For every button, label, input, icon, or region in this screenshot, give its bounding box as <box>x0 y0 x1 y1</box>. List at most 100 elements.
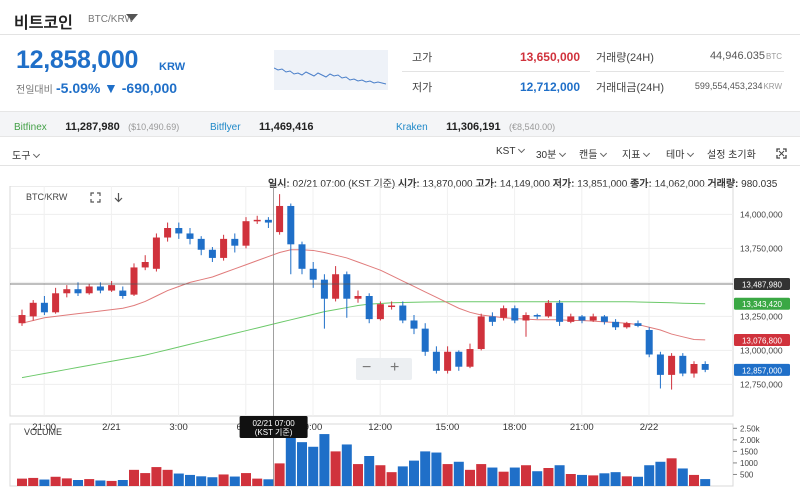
candle-body <box>108 285 116 291</box>
volume-bar <box>151 467 162 486</box>
zoom-controls: − + <box>356 358 412 380</box>
candle-body <box>388 305 396 308</box>
candle-body <box>287 205 295 245</box>
volume-bar <box>409 460 419 486</box>
volume-bar <box>308 446 319 486</box>
x-tick-label: 12:00 <box>368 422 392 433</box>
candle-body <box>141 262 149 268</box>
candle-body <box>332 274 340 299</box>
chevron-down-icon <box>687 149 695 158</box>
volume-bar <box>565 474 576 486</box>
volume-bar <box>364 456 375 486</box>
cursor-time-label: 02/21 07:00 <box>252 419 295 428</box>
volume-bar <box>509 467 520 486</box>
volume-bar <box>677 468 688 486</box>
candle-body <box>152 237 160 269</box>
volume-bar <box>700 479 711 486</box>
candle-body <box>612 321 620 328</box>
info-volume: 980.035 <box>741 179 778 190</box>
y-tick-label: 13,250,000 <box>740 311 783 321</box>
change-label: 전일대비 <box>16 85 53 96</box>
info-volume-label: 거래량: <box>707 179 739 190</box>
interval-label: 30분 <box>536 150 557 161</box>
volume-bar <box>599 473 610 486</box>
price-marker <box>734 333 790 346</box>
fullscreen-icon[interactable] <box>776 148 787 159</box>
volume-bar <box>140 473 151 486</box>
candle-body <box>399 305 407 321</box>
candle-body <box>634 323 642 326</box>
exchange-price: 11,469,416 <box>259 121 314 133</box>
volume-bar <box>397 466 408 486</box>
x-tick-label: 18:00 <box>503 422 527 433</box>
exchange-name: Bitflyer <box>210 122 241 133</box>
download-icon[interactable] <box>113 192 124 203</box>
price-unit: KRW <box>159 61 186 73</box>
volume-bar <box>330 451 341 486</box>
stats-divider <box>596 71 784 72</box>
timezone-menu[interactable]: KST <box>496 145 526 157</box>
volume-bar <box>84 479 95 486</box>
coin-title: 비트코인 <box>14 15 73 32</box>
amount-24h-value: 599,554,453,234KRW <box>660 81 782 91</box>
theme-menu[interactable]: 테마 <box>666 146 695 161</box>
interval-menu[interactable]: 30분 <box>536 146 567 161</box>
volume-bar <box>577 474 587 486</box>
candle-body <box>40 302 48 313</box>
ohlc-info-line: 일시: 02/21 07:00 (KST 기준) 시가: 13,870,000 … <box>268 175 777 190</box>
chart-type-menu[interactable]: 캔들 <box>579 146 608 161</box>
low-value: 12,712,000 <box>519 80 580 94</box>
candle-body <box>600 316 608 322</box>
exchange-bar: Bitfinex 11,287,980 ($10,490.69) Bitflye… <box>0 111 800 137</box>
info-high: 14,149,000 <box>499 179 550 190</box>
expand-icon[interactable] <box>90 192 101 203</box>
chevron-down-icon <box>33 150 41 159</box>
tools-menu[interactable]: 도구 <box>12 147 41 162</box>
y-tick-label: 12,750,000 <box>740 379 783 389</box>
candle-body <box>589 316 597 321</box>
volume-24h-unit: BTC <box>766 52 782 61</box>
exchange-bitfinex: Bitfinex 11,287,980 ($10,490.69) <box>14 117 179 135</box>
candle-body <box>421 328 429 352</box>
candle-body <box>701 364 709 370</box>
volume-label: VOLUME <box>24 427 62 437</box>
moving-average-long <box>21 301 706 379</box>
volume-tick-label: 2.00k <box>740 436 761 445</box>
volume-bar <box>263 479 274 486</box>
volume-bar <box>689 474 699 486</box>
volume-bar <box>498 471 509 486</box>
chevron-down-icon <box>643 149 651 158</box>
chevron-down-icon <box>559 149 567 158</box>
volume-bar <box>420 451 431 486</box>
info-time-label: 일시: <box>268 179 290 190</box>
candle-body <box>197 238 205 250</box>
indicator-menu[interactable]: 지표 <box>622 146 651 161</box>
price-marker-label: 13,343,420 <box>742 300 783 309</box>
exchange-bitflyer: Bitflyer 11,469,416 <box>210 117 313 135</box>
volume-bar <box>633 476 643 486</box>
candle-body <box>320 279 328 299</box>
chevron-down-icon <box>518 145 526 154</box>
candle-body <box>242 221 250 246</box>
x-tick-label: 2/22 <box>640 422 659 433</box>
zoom-in-button[interactable]: + <box>390 359 400 376</box>
reset-settings-button[interactable]: 설정 초기화 <box>707 150 756 161</box>
zoom-out-button[interactable]: − <box>362 359 372 376</box>
volume-bar <box>229 476 240 486</box>
volume-bar <box>185 474 195 486</box>
moving-average-short <box>21 249 706 341</box>
x-tick-label: 3:00 <box>169 422 188 433</box>
chevron-down-icon[interactable] <box>126 14 138 21</box>
volume-bar <box>196 476 207 486</box>
candle-body <box>18 315 26 324</box>
candle-body <box>164 228 172 238</box>
candle-body <box>444 351 452 371</box>
volume-24h-value: 44,946.035BTC <box>660 50 782 62</box>
candle-body <box>63 289 71 294</box>
volume-bar <box>532 471 543 486</box>
candle-body <box>231 238 239 246</box>
exchange-price: 11,287,980 <box>65 121 120 133</box>
price-chart[interactable]: 14,000,00013,750,00013,500,00013,250,000… <box>0 186 800 490</box>
low-label: 저가 <box>412 82 433 94</box>
stats-divider <box>402 71 590 72</box>
